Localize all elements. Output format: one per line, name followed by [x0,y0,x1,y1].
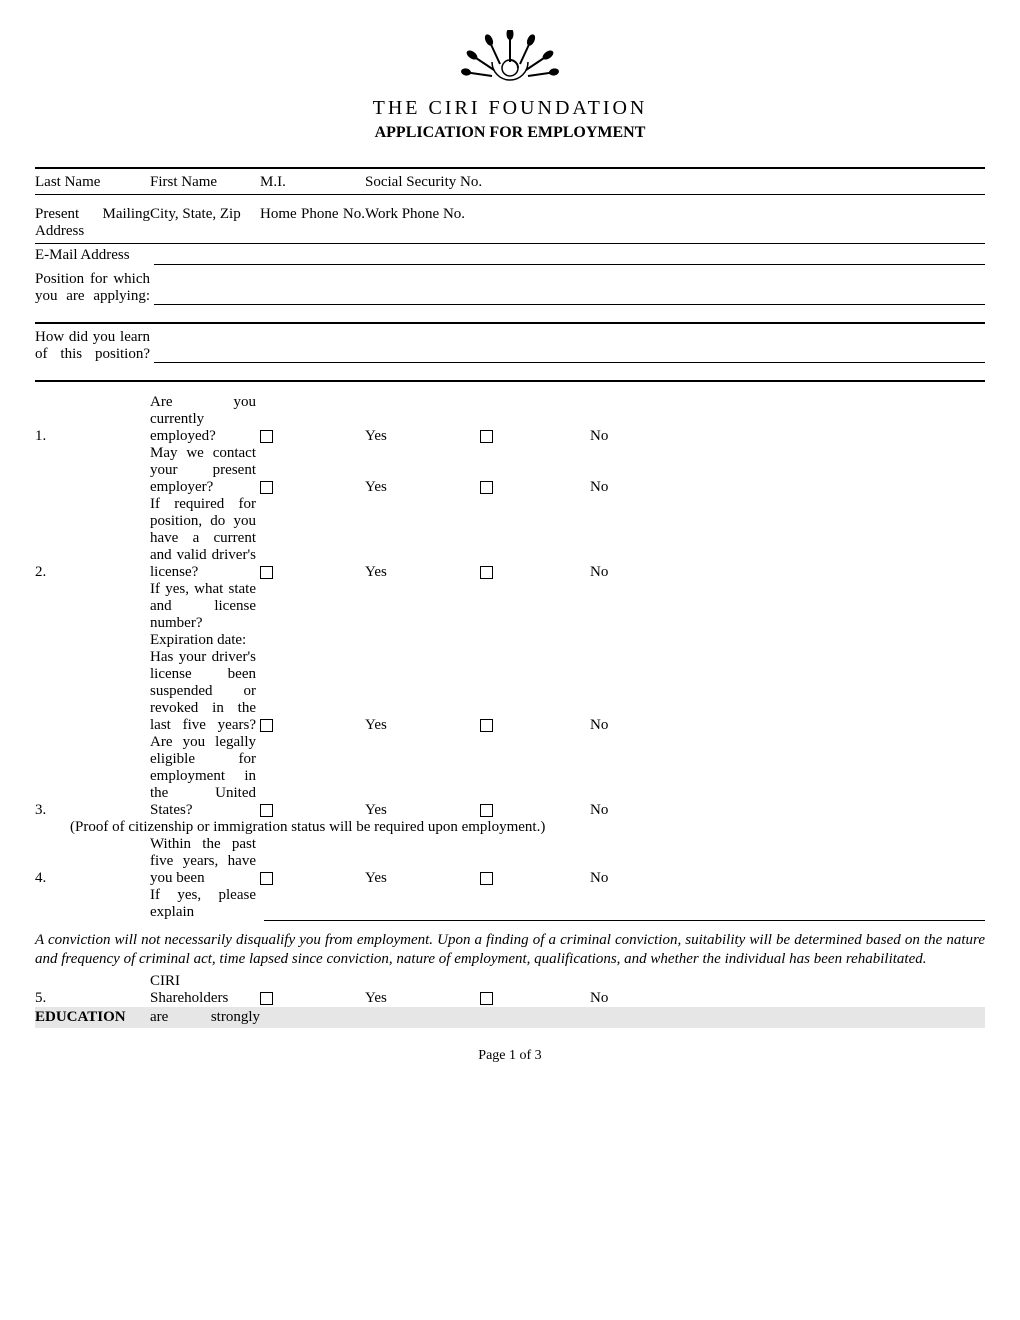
q2-number: 2. [35,564,150,581]
yes-label: Yes [365,990,480,1007]
document-header: THE CIRI FOUNDATION APPLICATION FOR EMPL… [35,30,985,142]
q5-yes-checkbox[interactable] [260,992,273,1005]
q1-number: 1. [35,428,150,445]
q1b-no-checkbox[interactable] [480,481,493,494]
yes-label: Yes [365,564,480,581]
q1b-text: May we contact your present employer? [150,445,260,496]
yes-label: Yes [365,428,480,445]
page-title: APPLICATION FOR EMPLOYMENT [35,124,985,142]
question-2a: 2. If required for position, do you have… [35,496,985,581]
q5-no-checkbox[interactable] [480,992,493,1005]
mi-label: M.I. [260,174,365,191]
question-2d: Has your driver's license been suspended… [35,649,985,734]
q1a-text: Are you currently employed? [150,394,260,445]
learn-row: How did you learn of this position? [35,326,985,366]
q4b-text: If yes, please explain [150,887,260,921]
q4-explain-row: If yes, please explain [35,887,985,921]
no-label: No [590,717,985,734]
q1b-yes-checkbox[interactable] [260,481,273,494]
q4-yes-checkbox[interactable] [260,872,273,885]
page-number: 1 [509,1048,516,1063]
learn-input-line[interactable] [154,345,985,363]
q3-no-checkbox[interactable] [480,804,493,817]
position-input-line[interactable] [154,287,985,305]
yes-label: Yes [365,717,480,734]
q2d-text: Has your driver's license been suspended… [150,649,260,734]
page-pre: Page [478,1048,509,1063]
q3-note: (Proof of citizenship or immigration sta… [70,819,985,836]
no-label: No [590,428,985,445]
email-row: E-Mail Address [35,244,985,268]
q3-number: 3. [35,802,150,819]
q5-text: CIRI Shareholders [150,973,260,1007]
address-row: Present Mailing Address City, State, Zip… [35,203,985,244]
q4-explain-line[interactable] [264,903,985,921]
city-state-zip-label: City, State, Zip [150,206,260,223]
divider [35,380,985,382]
question-3: 3. Are you legally eligible for employme… [35,734,985,819]
q3-text: Are you legally eligible for employment … [150,734,260,819]
mailing-label: Present Mailing Address [35,206,150,240]
q2a-no-checkbox[interactable] [480,566,493,579]
email-label: E-Mail Address [35,247,150,264]
no-label: No [590,990,985,1007]
yes-label: Yes [365,802,480,819]
q1a-no-checkbox[interactable] [480,430,493,443]
question-4: 4. Within the past five years, have you … [35,836,985,887]
no-label: No [590,564,985,581]
q4-no-checkbox[interactable] [480,872,493,885]
q1a-yes-checkbox[interactable] [260,430,273,443]
q2d-no-checkbox[interactable] [480,719,493,732]
email-input-line[interactable] [154,247,985,265]
foundation-name: THE CIRI FOUNDATION [35,97,985,120]
q2a-text: If required for position, do you have a … [150,496,260,581]
foundation-logo [450,30,570,90]
divider [35,322,985,324]
q3-yes-checkbox[interactable] [260,804,273,817]
name-row: Last Name First Name M.I. Social Securit… [35,171,985,195]
yes-label: Yes [365,870,480,887]
q5-number: 5. [35,990,150,1007]
question-1a: 1. Are you currently employed? Yes No [35,394,985,445]
q2a-yes-checkbox[interactable] [260,566,273,579]
question-2c: Expiration date: [35,632,985,649]
home-phone-label: Home Phone No. [260,206,365,223]
page-post: of 3 [516,1048,542,1063]
q2d-yes-checkbox[interactable] [260,719,273,732]
question-1b: May we contact your present employer? Ye… [35,445,985,496]
first-name-label: First Name [150,174,260,191]
divider [35,167,985,169]
education-header-row: EDUCATION are strongly [35,1007,985,1028]
q4a-text: Within the past five years, have you bee… [150,836,260,887]
conviction-disclaimer: A conviction will not necessarily disqua… [35,931,985,969]
position-label: Position for which you are applying: [35,271,150,305]
q2c-text: Expiration date: [150,632,260,649]
ssn-label: Social Security No. [365,174,985,191]
q4-number: 4. [35,870,150,887]
position-row: Position for which you are applying: [35,268,985,308]
no-label: No [590,870,985,887]
no-label: No [590,802,985,819]
no-label: No [590,479,985,496]
work-phone-label: Work Phone No. [365,206,985,223]
last-name-label: Last Name [35,174,150,191]
learn-label: How did you learn of this position? [35,329,150,363]
q2b-text: If yes, what state and license number? [150,581,260,632]
education-label: EDUCATION [35,1009,150,1026]
yes-label: Yes [365,479,480,496]
q5-continued: are strongly [150,1009,260,1026]
page-footer: Page 1 of 3 [35,1048,985,1064]
question-5: 5. CIRI Shareholders Yes No [35,973,985,1007]
question-2b: If yes, what state and license number? [35,581,985,632]
